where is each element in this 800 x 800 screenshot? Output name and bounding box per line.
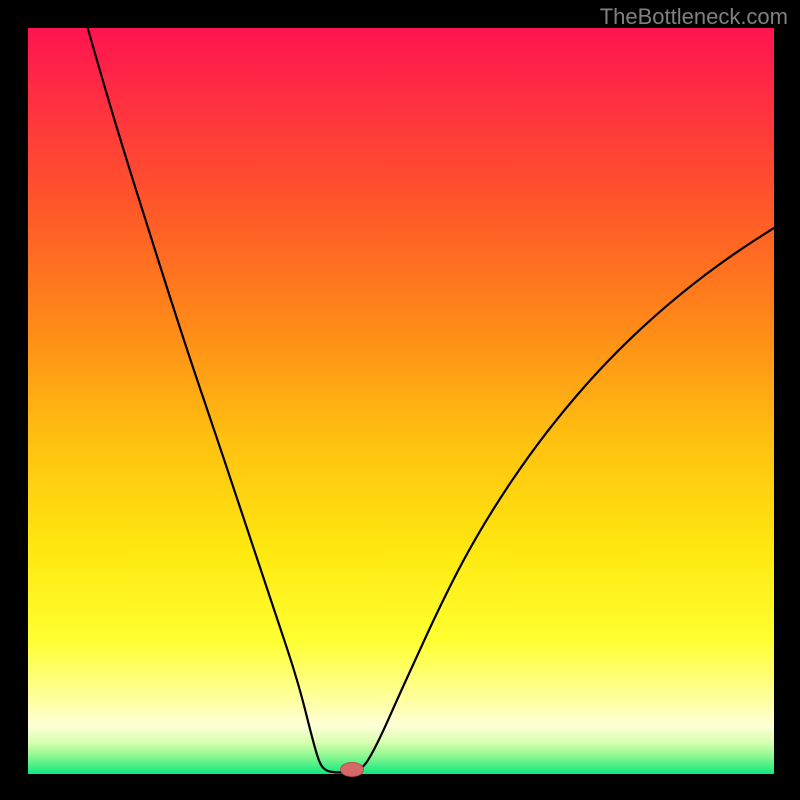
watermark-text: TheBottleneck.com [600,4,788,30]
bottleneck-curve [28,28,774,774]
plot-area [28,28,774,774]
chart-container: TheBottleneck.com [0,0,800,800]
optimum-marker [340,762,364,777]
